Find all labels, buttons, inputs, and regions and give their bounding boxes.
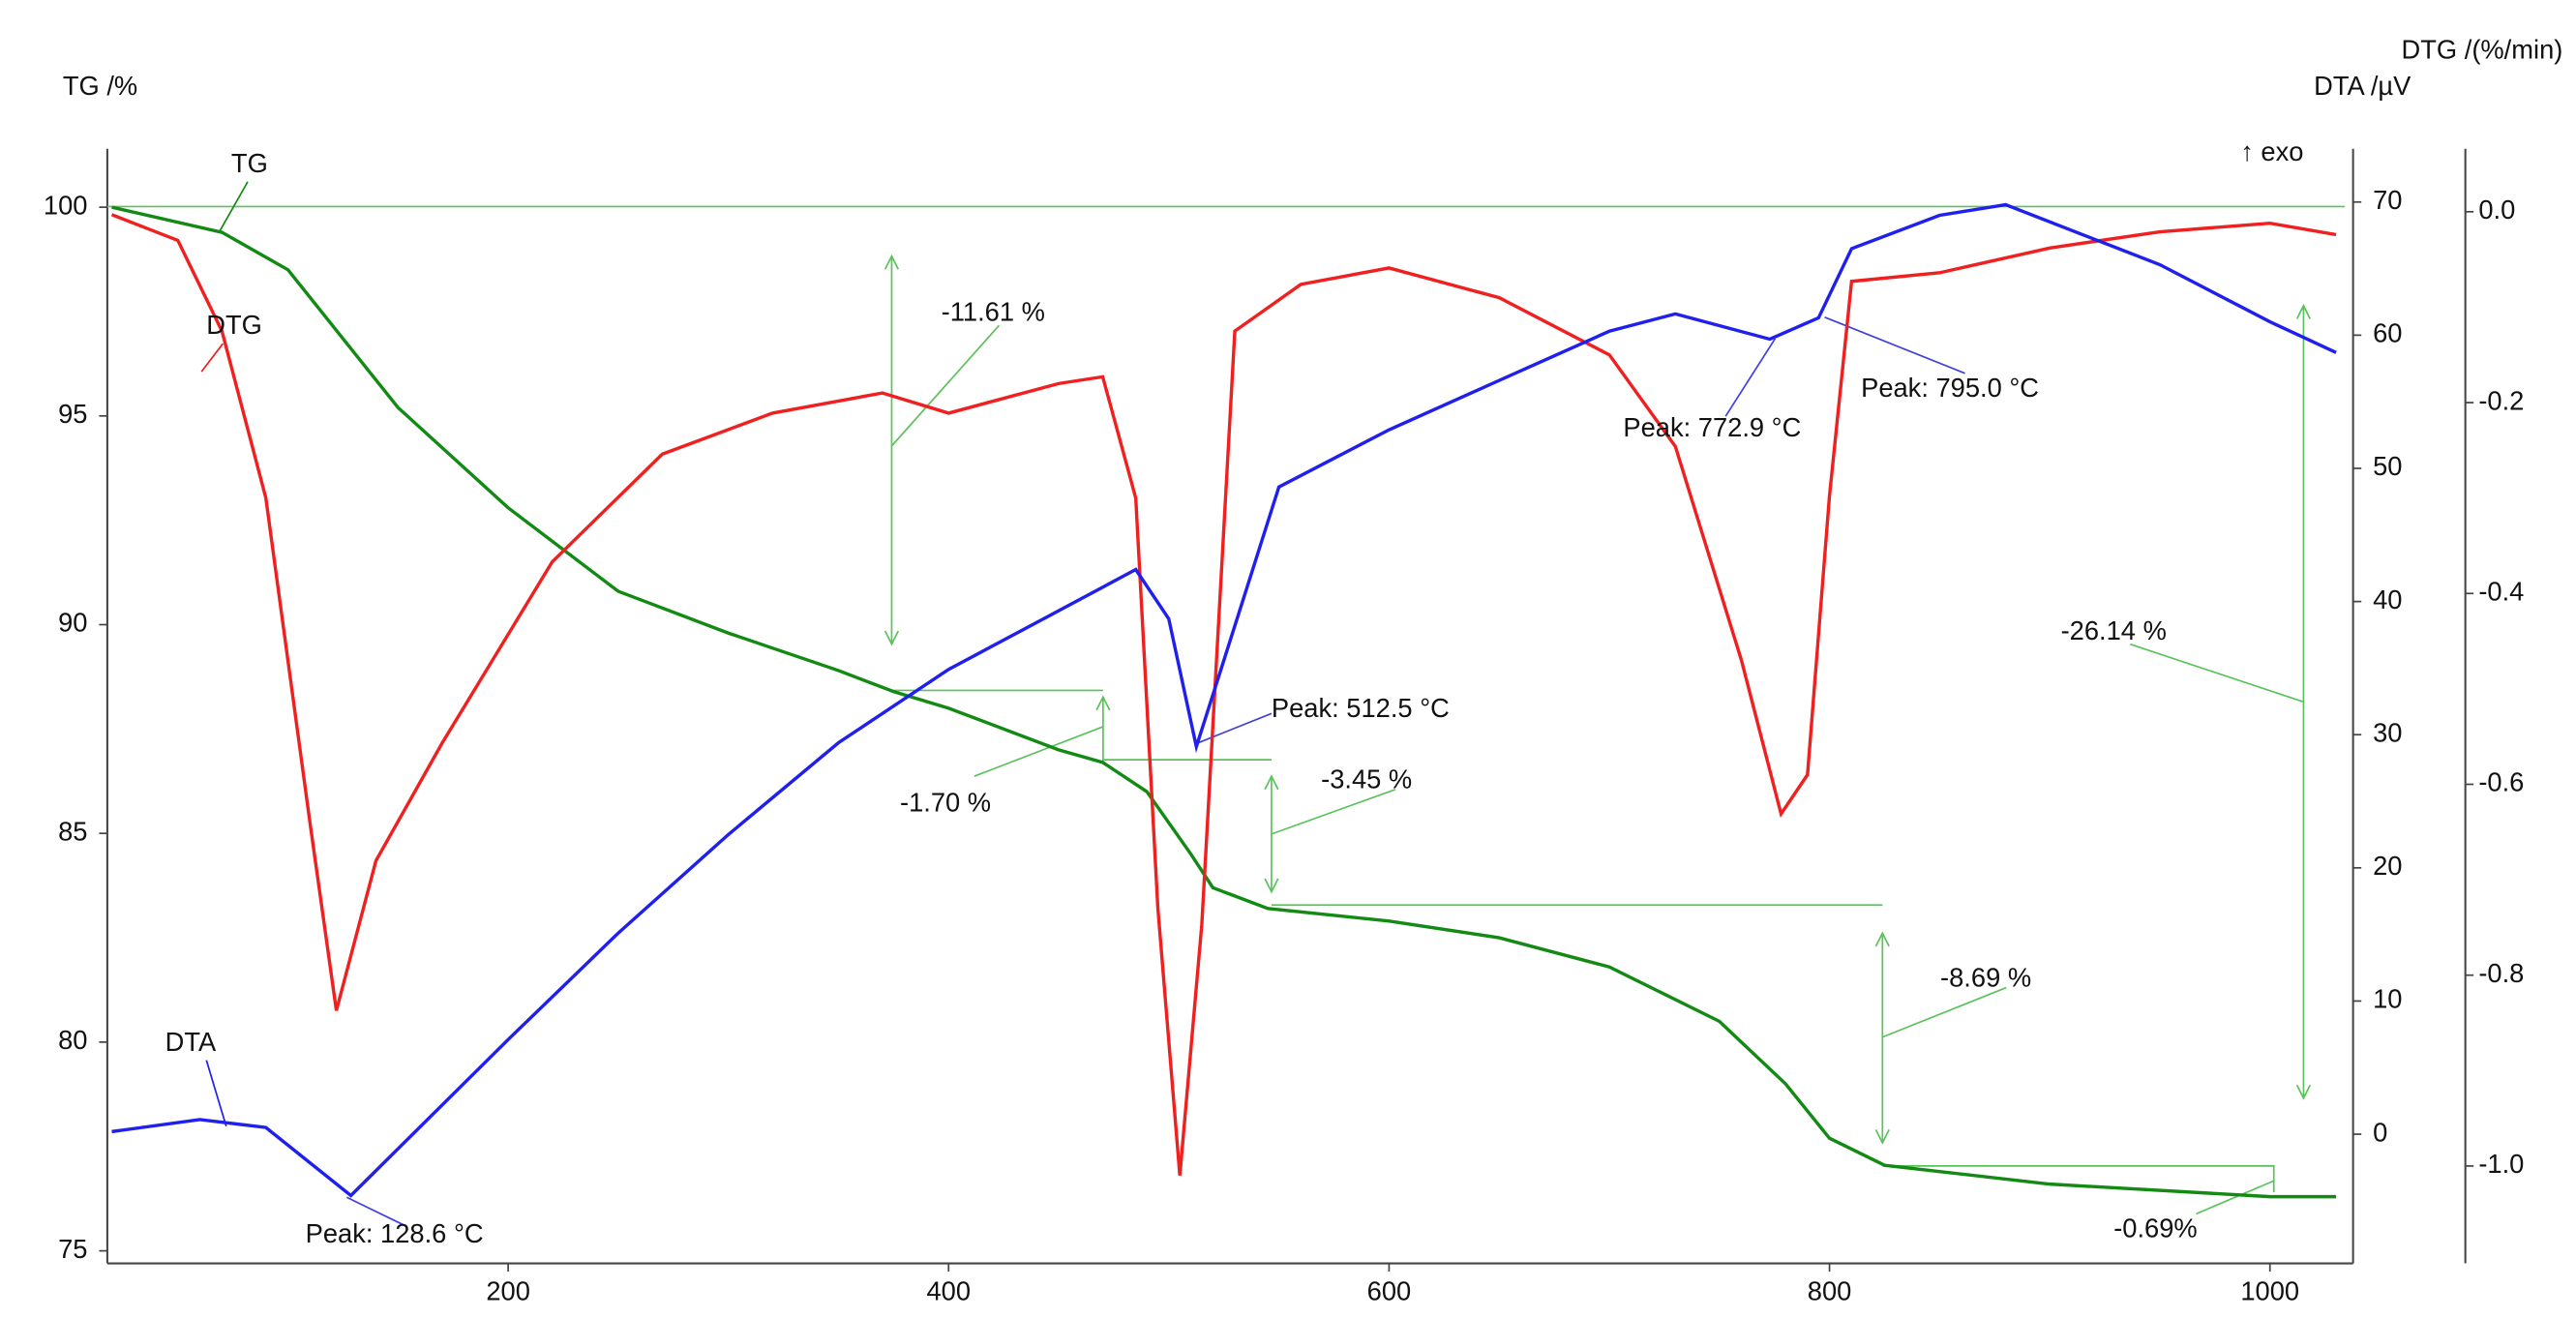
series-label: TG bbox=[231, 148, 268, 178]
annotation-line bbox=[884, 630, 900, 646]
annotation: -3.45 % bbox=[1321, 764, 1412, 794]
y3-tick-label: -1.0 bbox=[2478, 1149, 2524, 1179]
y2-tick-label: 60 bbox=[2373, 318, 2402, 348]
y-tick-label: 80 bbox=[58, 1025, 87, 1055]
annotation: Peak: 512.5 °C bbox=[1272, 693, 1450, 723]
x-tick-label: 1000 bbox=[2240, 1275, 2299, 1305]
peak-leader bbox=[1196, 712, 1273, 744]
y-axis-label: TG /% bbox=[63, 71, 137, 101]
y3-tick-label: -0.2 bbox=[2478, 385, 2524, 415]
annotation: -0.69% bbox=[2113, 1213, 2198, 1243]
annotation-line bbox=[2129, 643, 2304, 704]
y3-tick-label: -0.4 bbox=[2478, 576, 2524, 606]
annotation: -1.70 % bbox=[900, 787, 991, 817]
y2-tick-label: 50 bbox=[2373, 451, 2402, 481]
exo-label: ↑ exo bbox=[2240, 136, 2303, 166]
y3-tick-label: -0.6 bbox=[2478, 767, 2524, 797]
peak-leader bbox=[345, 1196, 405, 1227]
y2-axis-label: DTA /µV bbox=[2314, 71, 2411, 101]
annotation-line bbox=[884, 254, 900, 270]
annotation: -26.14 % bbox=[2061, 615, 2167, 645]
annotation: Peak: 128.6 °C bbox=[306, 1218, 484, 1248]
y2-tick-label: 30 bbox=[2373, 717, 2402, 747]
series-line bbox=[111, 202, 2337, 1198]
y-tick-label: 85 bbox=[58, 816, 87, 846]
annotation: -11.61 % bbox=[942, 297, 1045, 327]
y2-tick-label: 10 bbox=[2373, 984, 2402, 1014]
y-tick-label: 95 bbox=[58, 399, 87, 429]
y3-tick-label: 0.0 bbox=[2478, 195, 2515, 225]
annotation-line bbox=[973, 726, 1104, 777]
x-tick-label: 600 bbox=[1367, 1275, 1412, 1305]
y3-tick-label: -0.8 bbox=[2478, 958, 2524, 988]
peak-leader bbox=[1724, 338, 1777, 417]
y2-tick-label: 70 bbox=[2373, 185, 2402, 215]
y2-tick-label: 40 bbox=[2373, 584, 2402, 614]
x-tick-label: 200 bbox=[486, 1275, 530, 1305]
y2-tick-label: 0 bbox=[2373, 1117, 2387, 1147]
annotation-line bbox=[1882, 1165, 2275, 1193]
y2-tick-label: 20 bbox=[2373, 851, 2402, 881]
y-tick-label: 100 bbox=[44, 190, 88, 220]
series-label: DTA bbox=[165, 1027, 217, 1057]
annotation: Peak: 772.9 °C bbox=[1623, 412, 1801, 442]
series-label: DTG bbox=[206, 310, 262, 340]
annotation-line bbox=[1881, 986, 2007, 1038]
y-tick-label: 90 bbox=[58, 608, 87, 638]
annotation: -8.69 % bbox=[1940, 962, 2031, 992]
series-label-leader bbox=[219, 181, 249, 232]
annotation-line bbox=[1095, 695, 1111, 711]
annotation-line bbox=[1271, 789, 1396, 835]
x-tick-label: 400 bbox=[926, 1275, 971, 1305]
annotation-line bbox=[1264, 878, 1279, 894]
series-label-leader bbox=[200, 343, 225, 373]
x-tick-label: 800 bbox=[1808, 1275, 1852, 1305]
annotation-line bbox=[2196, 1180, 2275, 1215]
annotation-line bbox=[1874, 1128, 1890, 1145]
annotation-line bbox=[1874, 931, 1890, 947]
annotation-line bbox=[890, 324, 1001, 447]
annotation-line bbox=[1264, 774, 1279, 791]
series-line bbox=[110, 213, 2337, 1176]
annotation: Peak: 795.0 °C bbox=[1861, 373, 2039, 403]
y3-axis-label: DTG /(%/min) bbox=[2402, 34, 2563, 64]
series-label-leader bbox=[205, 1060, 227, 1127]
annotation-line bbox=[2295, 1084, 2312, 1100]
y-tick-label: 75 bbox=[58, 1234, 87, 1264]
series-line bbox=[111, 205, 2337, 1199]
annotation-line bbox=[2295, 303, 2312, 319]
